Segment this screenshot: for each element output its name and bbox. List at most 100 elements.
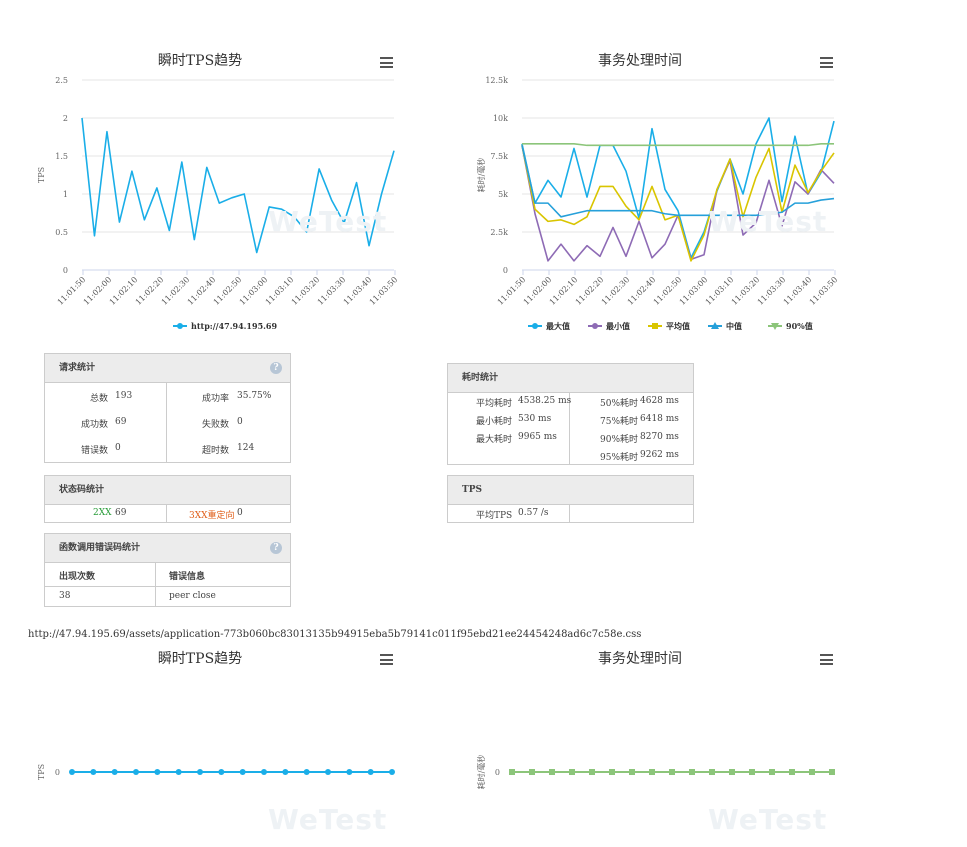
timeout-value: 124 <box>237 443 255 453</box>
y-axis-label: 耗时/毫秒 <box>476 158 486 193</box>
y-tick-label: 10k <box>493 114 508 123</box>
data-point <box>529 769 535 775</box>
series-line <box>521 145 835 262</box>
tps-chart-2-title: 瞬时TPS趋势 <box>157 651 243 667</box>
tps-chart-title: 瞬时TPS趋势 <box>157 53 243 69</box>
func-error-title: 函数调用错误码统计 <box>59 543 141 553</box>
legend-label: 90%值 <box>786 321 813 331</box>
func-error-table: 函数调用错误码统计 ? 出现次数 错误信息 38 peer close <box>44 533 291 607</box>
status-code-title: 状态码统计 <box>59 485 105 495</box>
series-line <box>521 145 835 218</box>
p95-label: 95%耗时 <box>600 453 639 463</box>
tx-chart: 02.5k5k7.5k10k12.5k耗时/毫秒11:01:5011:02:00… <box>476 76 839 331</box>
tx-chart-2-menu-icon[interactable] <box>820 654 833 665</box>
y-tick-label: 7.5k <box>490 152 508 161</box>
data-point <box>709 769 715 775</box>
y-axis-label: 耗时/毫秒 <box>476 755 486 790</box>
data-point <box>689 769 695 775</box>
series-line <box>81 117 395 254</box>
y-tick-label: 0 <box>63 266 68 275</box>
legend-label: http://47.94.195.69 <box>191 321 277 331</box>
data-point <box>197 769 203 775</box>
data-point <box>769 769 775 775</box>
legend-marker <box>652 323 658 329</box>
series-line <box>521 117 835 259</box>
tx-chart-2: 0 耗时/毫秒 <box>476 755 835 790</box>
tps-stats-table: TPS 平均TPS 0.57 /s <box>447 475 694 523</box>
latency-stats-table: 耗时统计 平均耗时 4538.25 ms 最小耗时 530 ms 最大耗时 99… <box>447 363 694 465</box>
data-point <box>809 769 815 775</box>
tx-chart-title: 事务处理时间 <box>598 53 682 69</box>
watermark-logo: WeTest <box>708 803 828 836</box>
help-icon[interactable]: ? <box>270 362 282 374</box>
data-point <box>69 769 75 775</box>
tps-stats-title: TPS <box>462 485 482 495</box>
legend-marker <box>771 323 779 330</box>
watermark-logo: WeTest <box>268 205 388 238</box>
col-count-header: 出现次数 <box>59 572 96 582</box>
y-axis-label: TPS <box>37 167 46 183</box>
max-latency-label: 最大耗时 <box>476 435 513 445</box>
success-label: 成功数 <box>81 420 109 430</box>
total-label: 总数 <box>90 394 109 404</box>
latency-stats-title: 耗时统计 <box>462 373 499 383</box>
y-tick-label: 2.5k <box>490 228 508 237</box>
func-error-header: 函数调用错误码统计 ? <box>45 534 290 563</box>
y-tick-label: 1 <box>63 190 68 199</box>
data-point <box>649 769 655 775</box>
help-icon[interactable]: ? <box>270 542 282 554</box>
x-tick-label: 11:03:50 <box>368 275 400 307</box>
data-point <box>154 769 161 775</box>
p75-label: 75%耗时 <box>600 417 639 427</box>
col-msg-header: 错误信息 <box>169 572 206 582</box>
data-point <box>261 769 267 775</box>
y-tick-label: 2 <box>63 114 68 123</box>
data-point <box>282 769 289 775</box>
error-count-cell: 38 <box>59 591 71 601</box>
y-tick-label: 5k <box>498 190 508 199</box>
data-point <box>218 769 225 775</box>
data-point <box>749 769 755 775</box>
tx-chart-2-title: 事务处理时间 <box>598 651 682 667</box>
p90-label: 90%耗时 <box>600 435 639 445</box>
avg-latency-value: 4538.25 ms <box>518 396 572 406</box>
data-point <box>133 769 139 775</box>
avg-tps-value: 0.57 /s <box>518 508 549 518</box>
y-tick-label: 2.5 <box>55 76 68 85</box>
p75-value: 6418 ms <box>640 414 679 424</box>
status-2xx-label: 2XX <box>93 508 112 518</box>
tps-chart-menu-icon[interactable] <box>380 57 393 68</box>
legend-label: 最小值 <box>606 321 630 331</box>
success-rate-value: 35.75% <box>237 391 272 401</box>
data-point <box>669 769 675 775</box>
request-stats-table: 请求统计 ? 总数 193 成功率 35.75% 成功数 69 失败数 0 错误… <box>44 353 291 463</box>
asset-url-text: http://47.94.195.69/assets/application-7… <box>28 629 642 640</box>
data-point <box>609 769 615 775</box>
data-point <box>367 769 374 775</box>
tx-chart-menu-icon[interactable] <box>820 57 833 68</box>
status-code-table: 状态码统计 2XX 69 3XX重定向 0 <box>44 475 291 523</box>
y-axis-label: TPS <box>37 764 46 780</box>
data-point <box>589 769 595 775</box>
p95-value: 9262 ms <box>640 450 679 460</box>
tps-stats-header: TPS <box>448 476 693 505</box>
y-tick-label: 12.5k <box>485 76 508 85</box>
legend-label: 平均值 <box>666 321 690 331</box>
p90-value: 8270 ms <box>640 432 679 442</box>
data-point <box>569 769 575 775</box>
success-value: 69 <box>115 417 127 427</box>
data-point <box>239 769 246 775</box>
fail-value: 0 <box>237 417 243 427</box>
y-tick-label: 0 <box>55 768 60 777</box>
tps-chart-2-menu-icon[interactable] <box>380 654 393 665</box>
data-point <box>729 769 735 775</box>
legend-marker <box>532 323 538 329</box>
y-tick-label: 0.5 <box>55 228 68 237</box>
data-point <box>389 769 395 775</box>
legend-marker <box>592 323 598 329</box>
total-value: 193 <box>115 391 133 401</box>
min-latency-value: 530 ms <box>518 414 552 424</box>
status-3xx-label: 3XX重定向 <box>189 511 235 521</box>
error-msg-cell: peer close <box>169 591 216 601</box>
max-latency-value: 9965 ms <box>518 432 557 442</box>
